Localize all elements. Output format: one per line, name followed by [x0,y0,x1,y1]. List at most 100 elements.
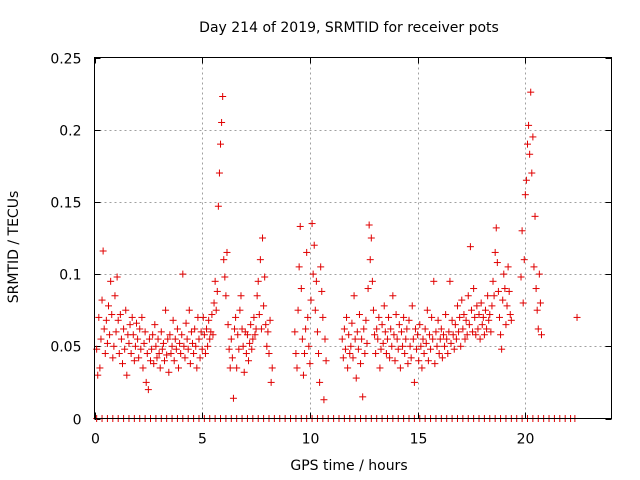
data-point [162,306,170,314]
data-point [460,311,468,319]
data-point [399,342,407,350]
y-tick-label: 0.2 [59,124,81,140]
data-point [518,227,526,235]
data-point [403,325,411,333]
data-point [400,313,408,321]
data-point [312,277,320,285]
data-point [536,299,544,307]
data-point [459,325,467,333]
data-point [152,342,160,350]
data-point [376,364,384,372]
data-point [211,277,219,285]
data-point [442,311,450,319]
data-point [362,316,370,324]
data-point [129,331,137,339]
data-point [386,354,394,362]
data-point [422,339,430,347]
data-point [180,342,188,350]
data-point [350,292,358,300]
data-point [143,350,151,358]
data-point [477,299,485,307]
data-point [498,345,506,353]
data-point [155,350,163,358]
data-point [133,319,141,327]
y-axis-label: SRMTID / TECUs [6,191,22,304]
data-point [136,325,144,333]
data-point [520,256,528,264]
data-point [316,378,324,386]
data-point [137,345,145,353]
data-point [140,339,148,347]
data-point [145,335,153,343]
data-point [465,321,473,329]
data-point [392,311,400,319]
data-point [523,140,531,148]
data-point [305,342,313,350]
data-point [444,350,452,358]
data-point [115,350,123,358]
data-point [416,321,424,329]
data-point [402,335,410,343]
data-point [383,335,391,343]
data-point [212,306,220,314]
data-point [487,328,495,336]
data-point [338,335,346,343]
data-point [231,325,239,333]
data-point [159,339,167,347]
data-point [417,342,425,350]
data-point [200,331,208,339]
data-point [446,277,454,285]
data-point [196,354,204,362]
data-point [395,321,403,329]
data-point [493,259,501,267]
data-point [139,364,147,372]
data-point [232,313,240,321]
data-point [203,325,211,333]
data-point [466,243,474,251]
data-point [221,273,229,281]
data-point [484,292,492,300]
data-point [183,335,191,343]
chart-title: Day 214 of 2019, SRMTID for receiver pot… [199,20,499,36]
data-point [261,273,269,281]
data-point [125,339,133,347]
data-point [359,393,367,401]
data-point [220,256,228,264]
data-point [397,328,405,336]
data-point [192,342,200,350]
data-point [462,316,470,324]
data-point [149,331,157,339]
data-point [247,321,255,329]
data-point [251,331,259,339]
data-point [407,354,415,362]
data-point [434,316,442,324]
data-point [481,306,489,314]
data-point [470,285,478,293]
data-point [113,273,121,281]
data-point [411,325,419,333]
data-point [157,328,165,336]
data-point [533,306,541,314]
data-point [218,118,226,126]
data-point [343,313,351,321]
data-point [96,364,104,372]
data-point [107,277,115,285]
data-point [346,350,354,358]
data-point [98,296,106,304]
data-point [267,378,275,386]
data-point [126,321,134,329]
data-point [365,221,373,229]
data-point [379,339,387,347]
data-point [201,350,209,358]
data-point [469,328,477,336]
data-point [156,364,164,372]
data-point [134,335,142,343]
data-point [532,285,540,293]
data-point [437,325,445,333]
data-point [268,364,276,372]
data-point [226,364,234,372]
data-point [409,335,417,343]
data-point [476,335,484,343]
data-point [177,350,185,358]
data-point [264,328,272,336]
